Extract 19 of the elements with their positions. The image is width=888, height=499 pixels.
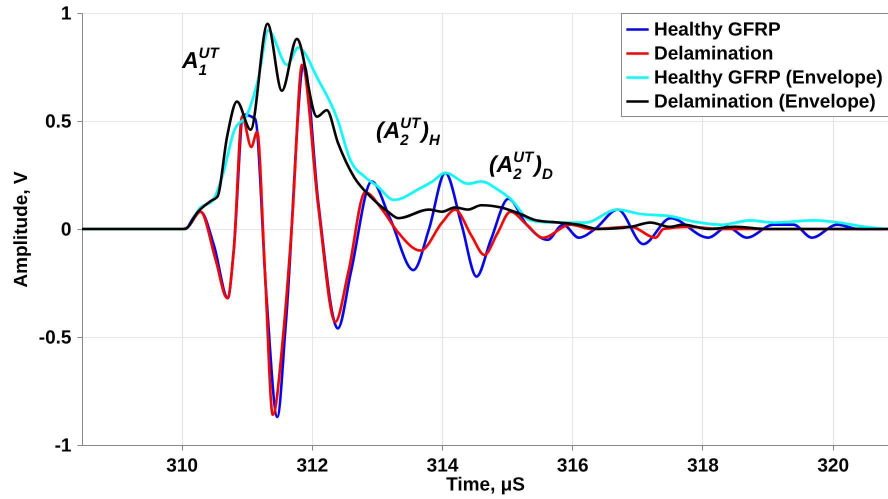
annotation: (A$^{UT}$$_{2}$)$_{D}$ [489,148,553,183]
legend-label: Healthy GFRP [654,20,782,40]
legend-label: Healthy GFRP (Envelope) [654,68,883,88]
legend-label: Delamination [654,44,774,64]
y-axis-title: Amplitude, V [10,171,32,288]
x-tick-label: 316 [556,456,589,476]
y-tick-label: -1 [54,436,72,456]
y-tick-label: -0.5 [38,328,72,348]
legend-label: Delamination (Envelope) [654,92,876,112]
x-tick-label: 318 [687,456,719,476]
y-tick-label: 0 [60,220,72,240]
x-tick-label: 312 [296,456,328,476]
y-tick-label: 1 [60,4,72,24]
x-axis-title: Time, μS [446,474,525,496]
x-tick-label: 310 [166,456,198,476]
y-tick-label: 0.5 [45,112,72,132]
x-tick-label: 314 [426,456,459,476]
annotation: (A$^{UT}$$_{2}$)$_{H}$ [376,114,441,149]
x-tick-label: 320 [817,456,850,476]
